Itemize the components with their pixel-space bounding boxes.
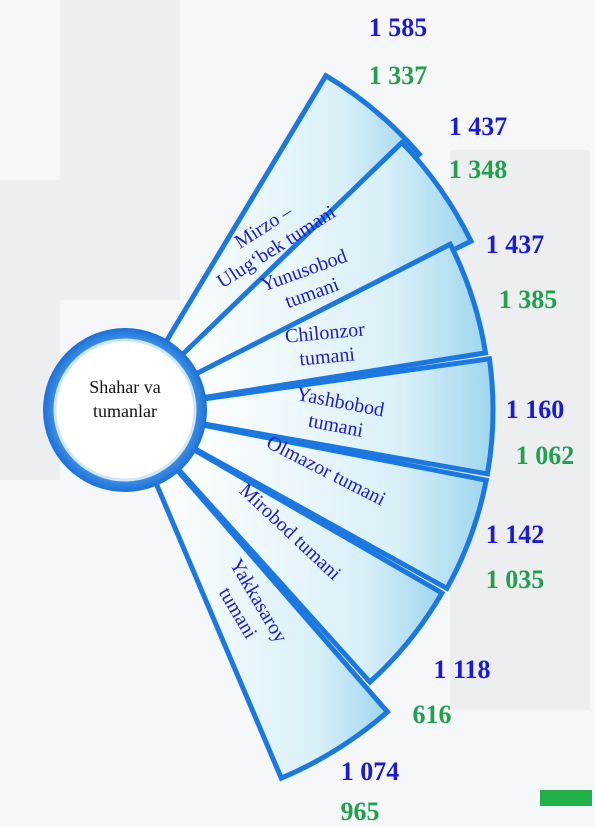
value-green: 1 337 [369,61,428,91]
value-green: 1 062 [516,441,575,471]
value-blue: 1 585 [369,13,428,43]
value-blue: 1 437 [486,230,545,260]
page: Shahar va tumanlar Mirzo – Ulug‘bek tuma… [0,0,595,825]
value-green: 1 035 [486,565,545,595]
value-blue: 1 074 [341,757,400,787]
green-marker [540,790,592,806]
value-blue: 1 437 [449,112,508,142]
value-green: 965 [341,797,380,827]
value-green: 1 385 [499,285,558,315]
value-green: 1 348 [449,155,508,185]
value-blue: 1 160 [506,395,565,425]
value-green: 616 [413,700,452,730]
value-blue: 1 142 [486,520,545,550]
value-blue: 1 118 [433,655,490,685]
center-label: Shahar va tumanlar [65,375,185,423]
